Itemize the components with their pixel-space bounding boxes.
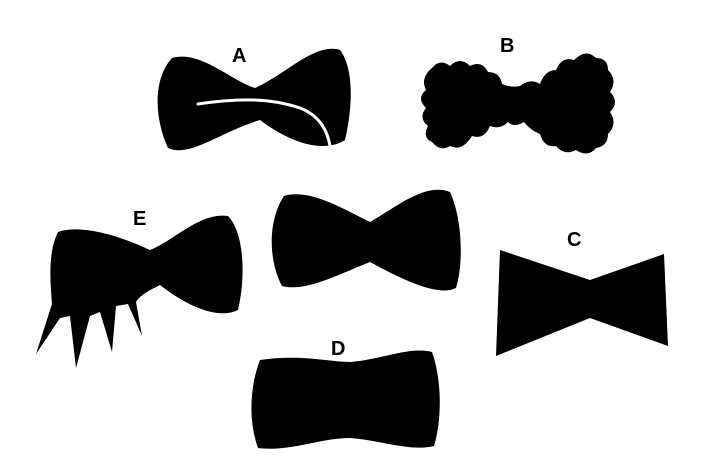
shape-c: C bbox=[496, 229, 668, 356]
shape-a: A bbox=[157, 45, 351, 151]
label-c: C bbox=[567, 229, 581, 251]
label-a: A bbox=[232, 45, 246, 67]
label-d: D bbox=[331, 338, 345, 360]
shape-center bbox=[271, 189, 461, 291]
label-e: E bbox=[133, 208, 146, 230]
shape-b: B bbox=[421, 35, 615, 154]
shape-d: D bbox=[251, 338, 440, 449]
shape-a-white-line bbox=[196, 98, 332, 148]
label-b: B bbox=[500, 35, 514, 57]
shape-e: E bbox=[36, 208, 243, 368]
